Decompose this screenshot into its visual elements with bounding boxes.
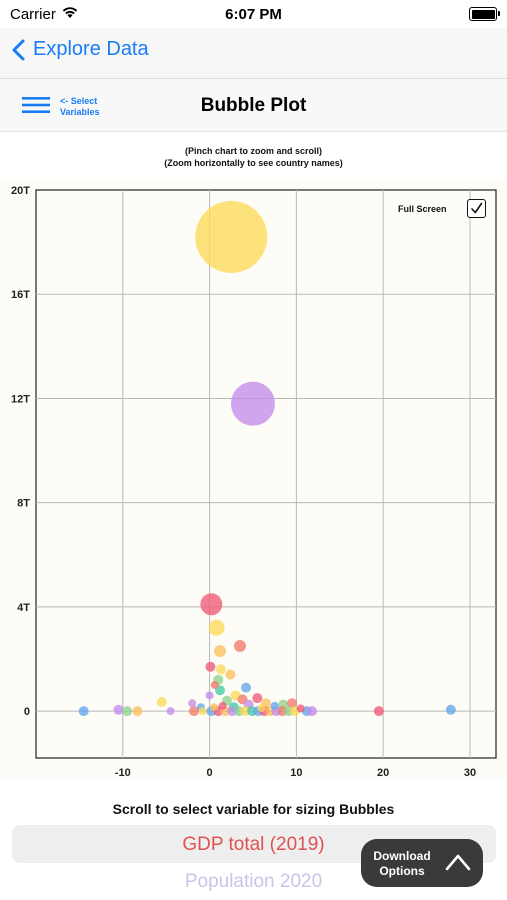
data-bubble xyxy=(218,701,227,710)
plot-area xyxy=(35,189,497,759)
data-bubble xyxy=(210,681,219,690)
menu-icon[interactable] xyxy=(22,96,50,114)
y-tick-label: 0 xyxy=(24,706,30,718)
data-bubble xyxy=(296,704,305,713)
select-variables-line1: <- Select xyxy=(60,96,98,106)
select-variables-button[interactable]: <- Select Variables xyxy=(60,96,100,118)
back-button[interactable]: Explore Data xyxy=(12,38,149,61)
back-label: Explore Data xyxy=(33,38,149,60)
y-tick-label: 8T xyxy=(17,498,30,510)
bubble-chart-area[interactable]: -10 0 10 20 30 0 4T 8T 12T 16T 20T xyxy=(0,178,507,778)
y-tick-label: 16T xyxy=(11,289,30,301)
data-bubble xyxy=(241,682,252,693)
data-bubble xyxy=(195,200,268,273)
data-bubble xyxy=(166,707,175,716)
data-bubble xyxy=(307,706,317,717)
data-bubble xyxy=(122,706,133,717)
checkmark-icon xyxy=(471,202,483,214)
data-bubble xyxy=(233,639,246,652)
data-bubble xyxy=(287,698,298,709)
data-bubble xyxy=(200,593,223,616)
data-bubble xyxy=(132,706,143,717)
chevron-up-icon xyxy=(445,854,471,871)
picker-option-next[interactable]: Population 2020 xyxy=(184,871,323,892)
data-bubble xyxy=(257,703,266,712)
x-tick-label: 10 xyxy=(290,767,302,778)
download-label-line1: Download xyxy=(373,849,431,863)
y-tick-label: 12T xyxy=(11,393,30,405)
y-tick-label: 4T xyxy=(17,602,30,614)
sizing-variable-label: Scroll to select variable for sizing Bub… xyxy=(112,801,395,817)
data-bubble xyxy=(113,704,124,715)
data-bubble xyxy=(270,701,279,710)
picker-option-selected[interactable]: GDP total (2019) xyxy=(182,834,325,855)
chevron-left-icon xyxy=(12,39,25,60)
navigation-bar: Explore Data xyxy=(0,28,507,79)
data-bubble xyxy=(209,703,218,712)
data-bubble xyxy=(198,707,207,716)
carrier-label: Carrier xyxy=(10,6,56,23)
data-bubble xyxy=(445,704,456,715)
y-tick-label: 20T xyxy=(11,185,30,197)
data-bubble xyxy=(205,691,214,700)
toolbar: <- Select Variables Bubble Plot xyxy=(0,79,507,132)
full-screen-checkbox[interactable] xyxy=(467,199,486,218)
data-bubble xyxy=(373,706,384,717)
x-tick-label: 30 xyxy=(464,767,476,778)
data-bubble xyxy=(208,619,225,636)
zoom-hint: (Pinch chart to zoom and scroll) xyxy=(184,146,322,156)
status-bar: Carrier 6:07 PM xyxy=(0,0,507,28)
data-bubble xyxy=(205,661,216,672)
clock-time: 6:07 PM xyxy=(225,6,282,23)
data-bubble xyxy=(215,664,226,675)
data-bubble xyxy=(252,693,263,704)
data-bubble xyxy=(188,699,197,708)
x-tick-label: -10 xyxy=(115,767,131,778)
data-bubble xyxy=(240,706,251,717)
x-tick-label: 20 xyxy=(377,767,389,778)
wifi-icon xyxy=(62,7,78,18)
data-bubble xyxy=(230,381,275,426)
zoom-hint-names: (Zoom horizontally to see country names) xyxy=(164,158,343,168)
data-bubble xyxy=(156,696,167,707)
battery-icon xyxy=(469,7,500,21)
select-variables-line2: Variables xyxy=(60,107,100,117)
data-bubble xyxy=(227,706,238,717)
bubble-chart[interactable]: -10 0 10 20 30 0 4T 8T 12T 16T 20T xyxy=(0,178,507,778)
data-bubble xyxy=(214,645,226,658)
download-options-button[interactable]: Download Options xyxy=(361,839,483,887)
download-label-line2: Options xyxy=(379,864,425,878)
page-title: Bubble Plot xyxy=(200,95,307,116)
data-bubble xyxy=(225,669,236,680)
data-bubble xyxy=(78,706,89,717)
full-screen-label: Full Screen xyxy=(398,204,447,214)
data-bubble xyxy=(188,706,199,717)
x-tick-label: 0 xyxy=(207,767,213,778)
